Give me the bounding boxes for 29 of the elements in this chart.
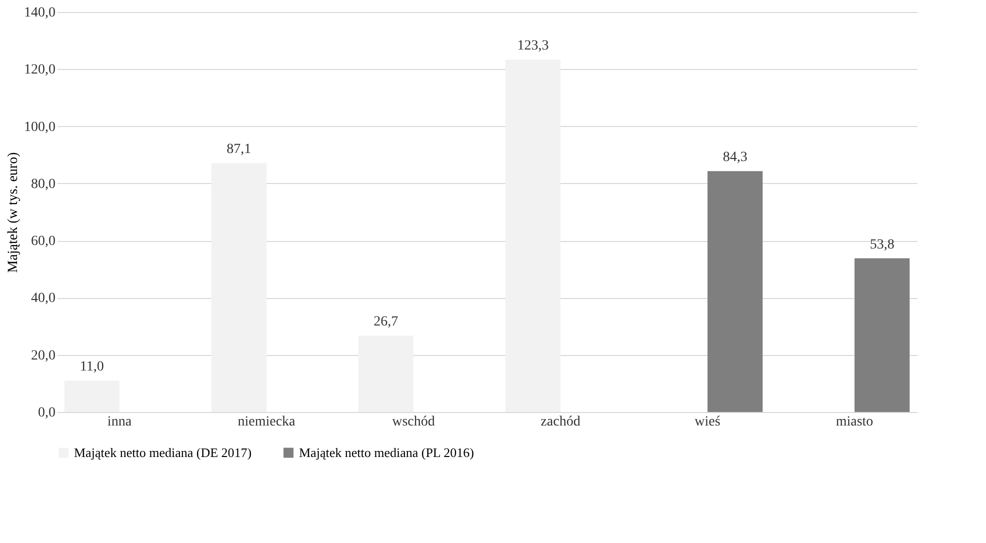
bar [505, 60, 561, 412]
x-tick-label: zachód [540, 414, 580, 430]
y-tick-label: 80,0 [31, 176, 56, 192]
bar [358, 336, 414, 412]
bar [64, 380, 120, 412]
y-tick-label: 100,0 [24, 120, 56, 135]
data-label: 11,0 [80, 360, 104, 375]
bar [708, 171, 763, 412]
bar [854, 258, 910, 412]
x-tick-label: wschód [392, 414, 435, 430]
y-tick-label: 120,0 [24, 62, 56, 78]
data-label: 123,3 [517, 38, 549, 54]
bar [211, 163, 266, 412]
y-tick-label: 140,0 [24, 6, 56, 20]
x-tick-label: wieś [694, 414, 720, 430]
legend-label: Majątek netto mediana (PL 2016) [299, 444, 474, 460]
x-tick-label: inna [107, 414, 132, 430]
legend-label: Majątek netto mediana (DE 2017) [74, 444, 252, 460]
x-tick-label: miasto [836, 414, 874, 430]
y-tick-label: 20,0 [31, 348, 56, 364]
data-label: 53,8 [870, 237, 894, 252]
y-axis-title: Majątek (w tys. euro) [6, 152, 21, 273]
y-tick-label: 40,0 [31, 291, 56, 306]
data-label: 87,1 [226, 142, 252, 158]
y-tick-label: 0,0 [38, 406, 56, 420]
y-tick-label: 60,0 [31, 234, 56, 250]
data-label: 84,3 [722, 150, 748, 166]
data-label: 26,7 [374, 314, 398, 330]
x-tick-label: niemiecka [238, 414, 296, 430]
